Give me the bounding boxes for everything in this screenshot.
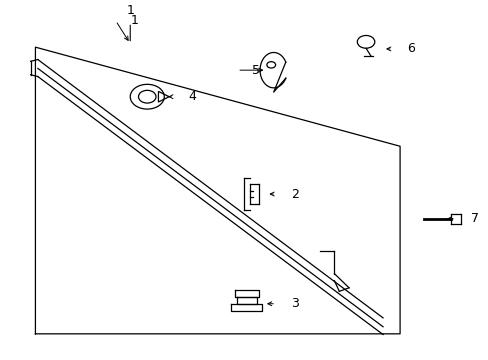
Text: 2: 2 [290, 188, 298, 201]
Text: 1: 1 [130, 14, 138, 27]
Text: 1: 1 [126, 4, 134, 17]
Text: 6: 6 [407, 42, 414, 55]
Text: 7: 7 [469, 212, 478, 225]
Text: 5: 5 [251, 64, 259, 77]
Text: 3: 3 [290, 297, 298, 310]
Text: 4: 4 [188, 90, 196, 103]
